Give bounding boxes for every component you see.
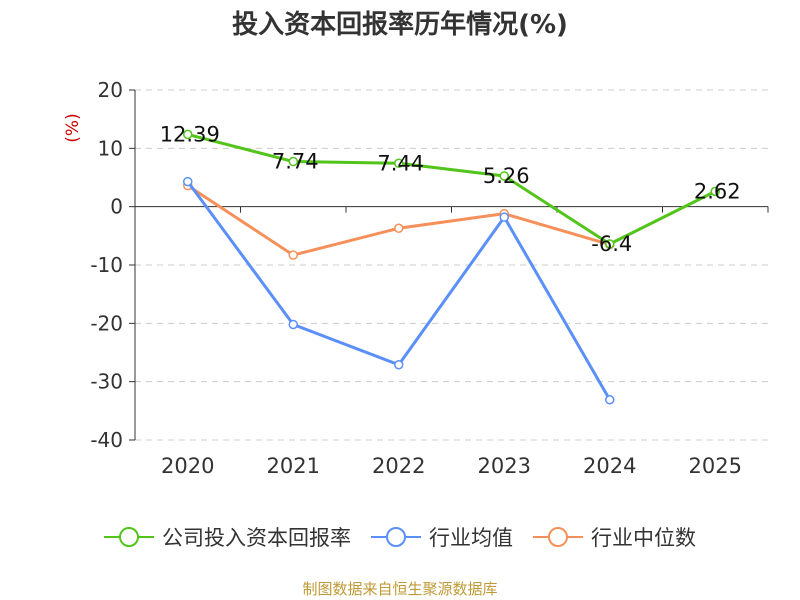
data-point-1-3 bbox=[499, 212, 509, 222]
chart-title: 投入资本回报率历年情况(%) bbox=[232, 10, 568, 40]
y-tick-label: 10 bbox=[98, 136, 123, 160]
data-label-2020: 12.39 bbox=[160, 122, 220, 146]
series-line-0 bbox=[187, 132, 716, 246]
legend-item-industry-mean[interactable]: 行业均值 bbox=[371, 522, 513, 552]
legend-label-industry-median: 行业中位数 bbox=[591, 526, 696, 550]
legend-label-company: 公司投入资本回报率 bbox=[162, 526, 351, 550]
x-tick-label-2024: 2024 bbox=[583, 454, 636, 478]
data-point-0-3 bbox=[499, 171, 509, 181]
axes: 20 10 0 -10 -20 -30 -40 (%) 2020 2021 2022 2023 2024… bbox=[63, 78, 769, 478]
data-labels: 12.39 7.74 7.44 5.26 -6.4 2.62 bbox=[160, 122, 741, 256]
y-tick-label: -20 bbox=[90, 311, 123, 335]
data-point-2-2 bbox=[394, 223, 404, 233]
data-label-2025: 2.62 bbox=[694, 179, 741, 203]
data-label-2021: 7.74 bbox=[272, 150, 319, 174]
legend-marker-industry-mean bbox=[371, 527, 421, 547]
y-tick-label: -30 bbox=[90, 370, 123, 394]
data-source: 制图数据来自恒生聚源数据库 bbox=[302, 580, 498, 598]
y-axis-unit: (%) bbox=[63, 113, 83, 142]
data-label-2024: -6.4 bbox=[591, 232, 632, 256]
data-point-1-4 bbox=[605, 395, 615, 405]
x-tick-label-2022: 2022 bbox=[372, 454, 425, 478]
legend-item-company[interactable]: 公司投入资本回报率 bbox=[104, 522, 351, 552]
data-label-2023: 5.26 bbox=[483, 164, 530, 188]
legend-label-industry-mean: 行业均值 bbox=[429, 526, 513, 550]
series-lines bbox=[183, 129, 720, 405]
legend-marker-company bbox=[104, 527, 154, 547]
y-tick-label: 0 bbox=[110, 195, 123, 219]
legend-item-industry-median[interactable]: 行业中位数 bbox=[533, 522, 696, 552]
data-point-1-0 bbox=[183, 176, 193, 187]
data-point-2-1 bbox=[288, 250, 298, 260]
x-tick-label-2021: 2021 bbox=[267, 454, 320, 478]
x-tick-label-2023: 2023 bbox=[478, 454, 531, 478]
x-tick-label-2025: 2025 bbox=[689, 454, 742, 478]
legend: 公司投入资本回报率 行业均值 行业中位数 bbox=[0, 520, 800, 554]
data-point-0-5 bbox=[710, 186, 720, 197]
y-tick-label: 20 bbox=[98, 78, 123, 102]
y-tick-label: -10 bbox=[90, 253, 123, 277]
grid-lines bbox=[135, 89, 768, 441]
series-line-2 bbox=[186, 184, 611, 257]
x-tick-label-2020: 2020 bbox=[161, 454, 214, 478]
legend-marker-industry-median bbox=[533, 527, 583, 547]
data-point-1-2 bbox=[394, 360, 404, 370]
data-point-0-2 bbox=[394, 158, 404, 169]
data-point-0-0 bbox=[183, 129, 193, 140]
data-point-0-1 bbox=[288, 156, 298, 167]
data-label-2022: 7.44 bbox=[377, 151, 424, 175]
data-point-0-4 bbox=[605, 239, 615, 249]
y-tick-label: -40 bbox=[90, 428, 123, 452]
data-point-1-1 bbox=[288, 319, 298, 330]
